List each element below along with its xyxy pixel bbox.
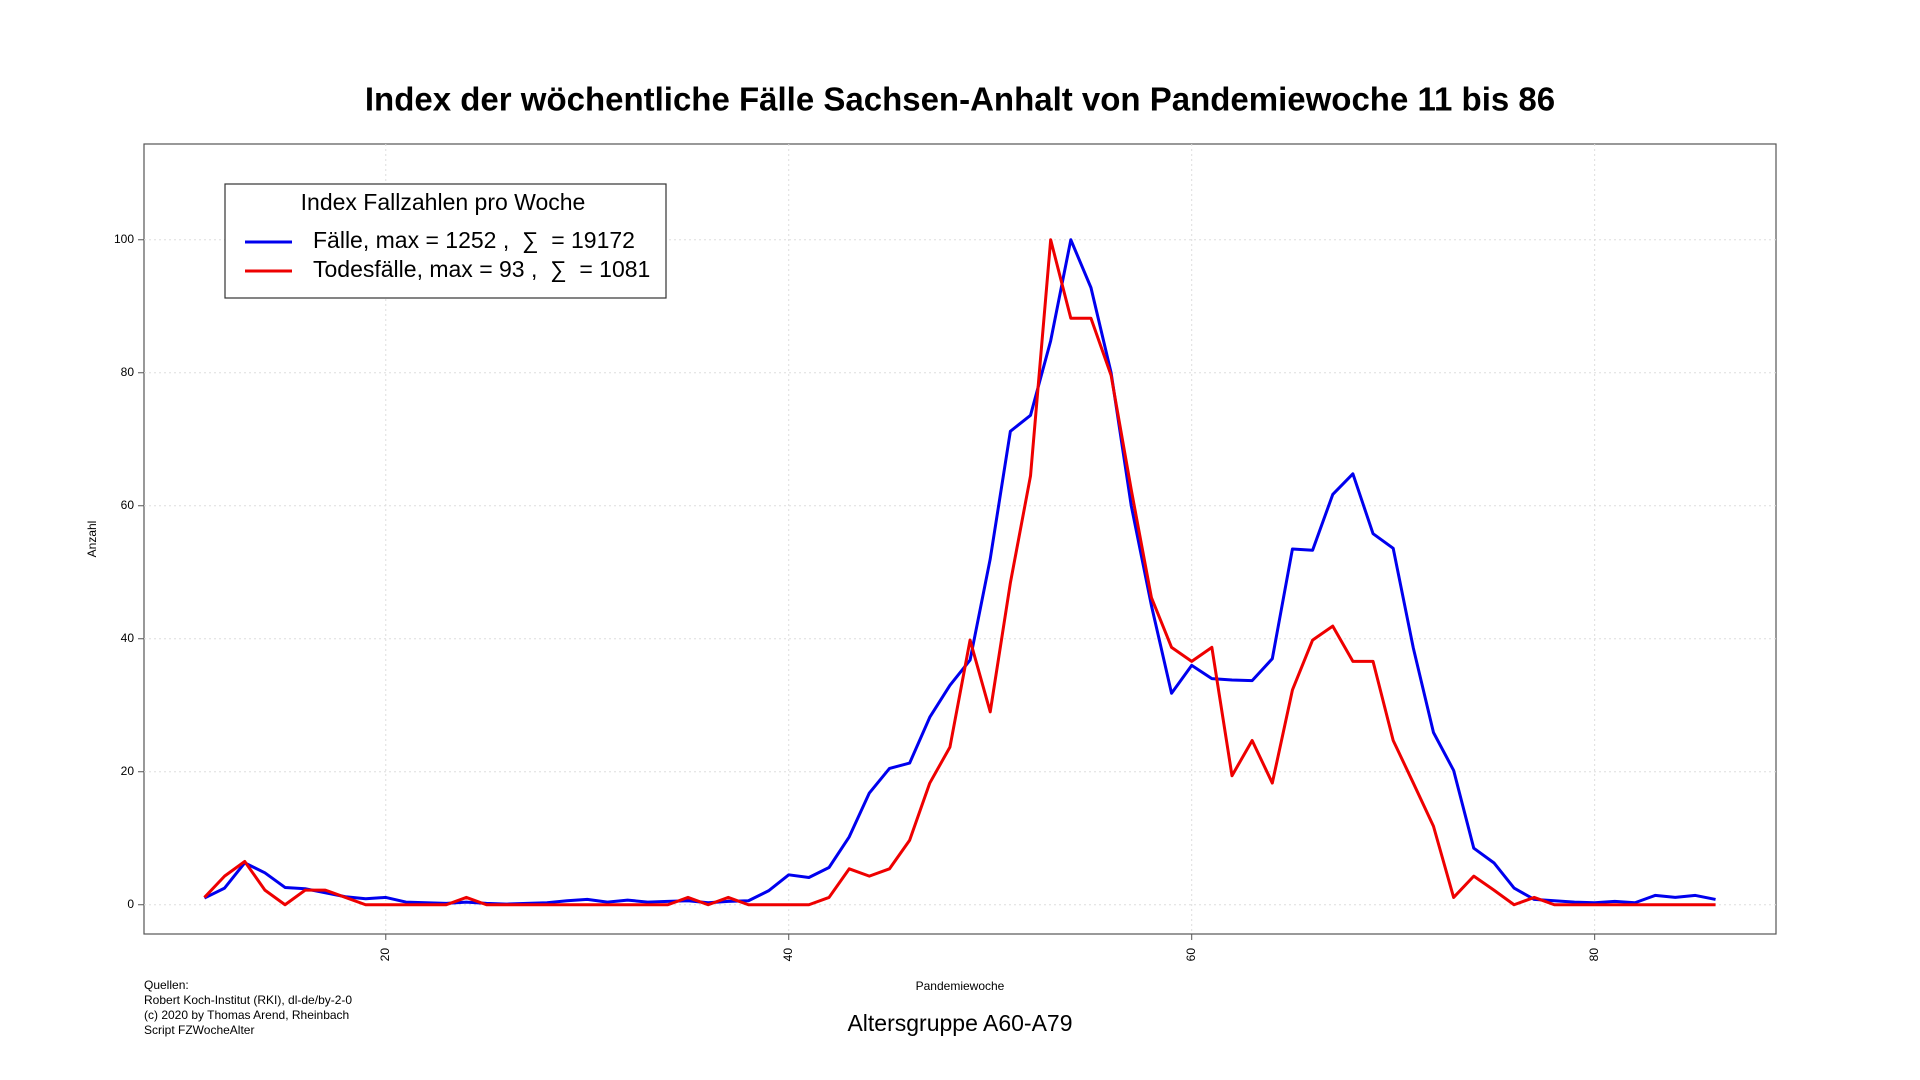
note: Script FZWocheAlter <box>144 1023 254 1037</box>
y-tick-label: 40 <box>121 631 135 645</box>
note: Robert Koch-Institut (RKI), dl-de/by-2-0 <box>144 993 352 1007</box>
note: (c) 2020 by Thomas Arend, Rheinbach <box>144 1008 349 1022</box>
x-tick-label: 60 <box>1184 948 1198 962</box>
y-tick-label: 60 <box>121 498 135 512</box>
y-tick-label: 100 <box>114 232 134 246</box>
note: Quellen: <box>144 978 189 992</box>
plot-frame <box>143 143 1777 935</box>
subtitle: Altersgruppe A60-A79 <box>847 1010 1072 1036</box>
y-tick-label: 0 <box>127 897 134 911</box>
legend-box <box>224 183 667 299</box>
legend-title: Index Fallzahlen pro Woche <box>301 189 586 215</box>
line-series <box>203 238 1716 906</box>
x-tick-label: 40 <box>781 948 795 962</box>
y-axis-label: Anzahl <box>85 521 99 558</box>
y-tick-label: 20 <box>121 764 135 778</box>
chart-title: Index der wöchentliche Fälle Sachsen-Anh… <box>365 81 1555 118</box>
x-axis-label: Pandemiewoche <box>916 979 1005 993</box>
legend-label: Todesfälle, max = 93 , ∑ = 1081 <box>313 256 650 282</box>
line-series <box>203 238 1716 907</box>
y-tick-label: 80 <box>121 365 135 379</box>
legend-label: Fälle, max = 1252 , ∑ = 19172 <box>313 227 635 253</box>
x-tick-label: 80 <box>1587 948 1601 962</box>
x-tick-label: 20 <box>378 948 392 962</box>
